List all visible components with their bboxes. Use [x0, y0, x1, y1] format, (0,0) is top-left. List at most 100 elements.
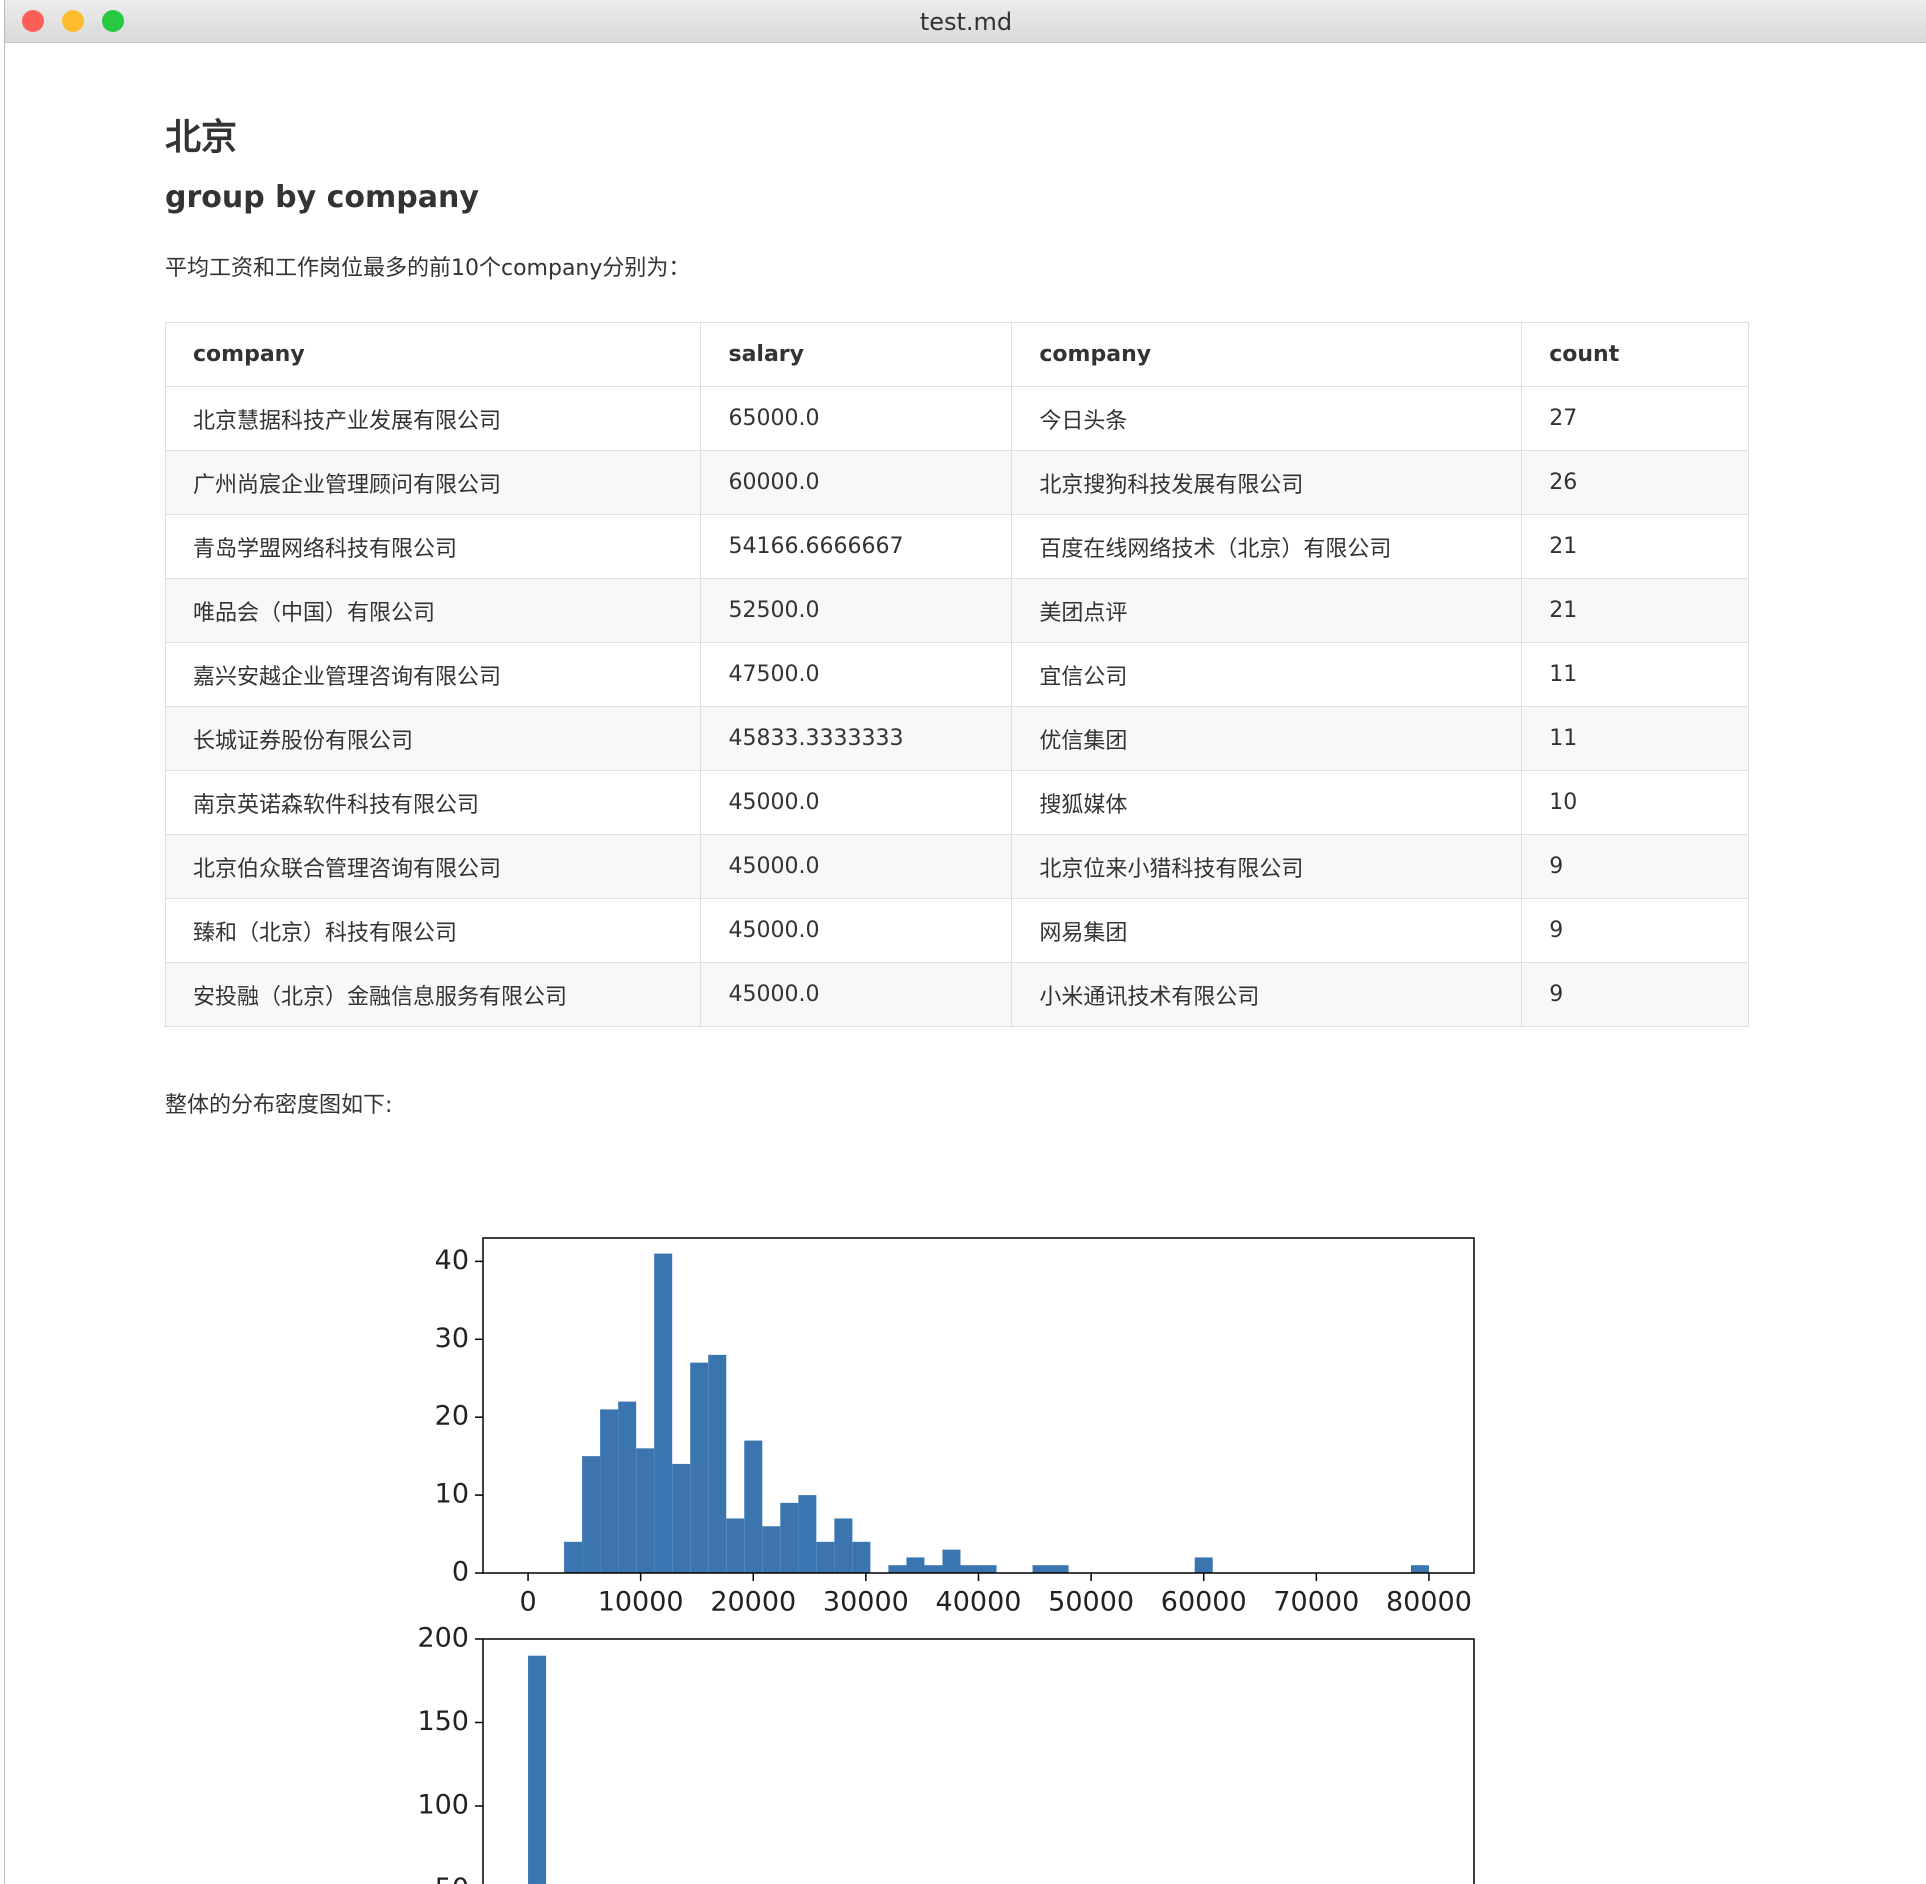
y-tick-label: 20 — [435, 1401, 469, 1432]
table-cell: 45000.0 — [700, 962, 1013, 1027]
table-cell: 青岛学盟网络科技有限公司 — [164, 514, 702, 579]
table-cell: 9 — [1521, 834, 1749, 899]
histogram-bar — [906, 1557, 925, 1573]
histogram-bar — [762, 1526, 781, 1573]
table-cell: 9 — [1521, 898, 1749, 963]
histogram-bar — [1410, 1565, 1429, 1573]
axes-frame — [482, 1638, 1475, 1884]
table-cell: 21 — [1521, 578, 1749, 643]
subheading: group by company — [165, 180, 479, 215]
table-cell: 北京伯众联合管理咨询有限公司 — [164, 834, 702, 899]
table-row: 嘉兴安越企业管理咨询有限公司 47500.0 宜信公司 11 — [164, 642, 1749, 707]
minimize-button[interactable] — [62, 10, 84, 32]
x-tick-label: 20000 — [710, 1587, 796, 1618]
histogram-bar — [636, 1448, 655, 1573]
table-cell: 北京慧据科技产业发展有限公司 — [164, 386, 702, 451]
histogram-bar — [798, 1495, 817, 1573]
column-header: company — [1011, 322, 1523, 387]
y-tick-label: 200 — [417, 1623, 469, 1654]
histogram-bar — [690, 1362, 709, 1573]
histogram-bar — [618, 1401, 637, 1573]
x-tick-label: 40000 — [936, 1587, 1022, 1618]
paragraph: 整体的分布密度图如下: — [165, 1093, 393, 1118]
table-cell: 26 — [1521, 450, 1749, 515]
histogram-bar — [1194, 1557, 1213, 1573]
table-row: 北京伯众联合管理咨询有限公司 45000.0 北京位来小猎科技有限公司 9 — [164, 834, 1749, 899]
table-cell: 长城证券股份有限公司 — [164, 706, 702, 771]
close-button[interactable] — [22, 10, 44, 32]
histogram-bar — [1050, 1565, 1069, 1573]
histogram-bar — [744, 1440, 763, 1573]
y-tick-label: 0 — [452, 1557, 469, 1588]
table-cell: 今日头条 — [1011, 386, 1523, 451]
x-tick-label: 30000 — [823, 1587, 909, 1618]
x-tick-label: 50000 — [1048, 1587, 1134, 1618]
table-cell: 10 — [1521, 770, 1749, 835]
x-tick-label: 60000 — [1161, 1587, 1247, 1618]
x-tick-label: 0 — [519, 1587, 536, 1618]
table-cell: 广州尚宸企业管理顾问有限公司 — [164, 450, 702, 515]
window-title: test.md — [919, 8, 1013, 36]
y-tick-label: 10 — [435, 1479, 469, 1510]
histogram-bar — [708, 1354, 727, 1573]
table-cell: 11 — [1521, 642, 1749, 707]
histogram-bar — [672, 1463, 691, 1573]
table-cell: 52500.0 — [700, 578, 1013, 643]
histogram-bar — [1032, 1565, 1051, 1573]
y-tick-label: 150 — [417, 1706, 469, 1737]
histogram-bar — [816, 1541, 835, 1573]
table-row: 南京英诺森软件科技有限公司 45000.0 搜狐媒体 10 — [164, 770, 1749, 835]
table-cell: 45000.0 — [700, 770, 1013, 835]
histogram-bar — [942, 1549, 961, 1573]
table-cell: 小米通讯技术有限公司 — [1011, 962, 1523, 1027]
histogram-bar — [582, 1456, 601, 1573]
table-cell: 北京搜狗科技发展有限公司 — [1011, 450, 1523, 515]
table-cell: 45833.3333333 — [700, 706, 1013, 771]
y-tick-label: 30 — [435, 1323, 469, 1354]
column-header: salary — [700, 322, 1013, 387]
title-bar: test.md — [5, 0, 1926, 43]
table-cell: 安投融（北京）金融信息服务有限公司 — [164, 962, 702, 1027]
table-cell: 臻和（北京）科技有限公司 — [164, 898, 702, 963]
x-tick-label: 80000 — [1386, 1587, 1472, 1618]
histogram-bar — [528, 1655, 547, 1884]
y-tick-label: 40 — [435, 1245, 469, 1276]
table-cell: 百度在线网络技术（北京）有限公司 — [1011, 514, 1523, 579]
y-tick-label: 50 — [435, 1873, 469, 1884]
table-cell: 嘉兴安越企业管理咨询有限公司 — [164, 642, 702, 707]
heading: 北京 — [165, 117, 238, 158]
histogram-bar — [780, 1502, 799, 1573]
histogram-bar — [726, 1518, 745, 1573]
histogram-bar — [600, 1409, 619, 1573]
table-row: 臻和（北京）科技有限公司 45000.0 网易集团 9 — [164, 898, 1749, 963]
table-cell: 优信集团 — [1011, 706, 1523, 771]
table-row: 青岛学盟网络科技有限公司 54166.6666667 百度在线网络技术（北京）有限公… — [164, 514, 1749, 579]
histogram-bar — [978, 1565, 997, 1573]
table: company salary company count 北京慧据科技产业发展有限公司 6… — [164, 322, 1749, 1027]
table-cell: 宜信公司 — [1011, 642, 1523, 707]
table-cell: 9 — [1521, 962, 1749, 1027]
table-cell: 54166.6666667 — [700, 514, 1013, 579]
table-cell: 唯品会（中国）有限公司 — [164, 578, 702, 643]
table-row: 安投融（北京）金融信息服务有限公司 45000.0 小米通讯技术有限公司 9 — [164, 962, 1749, 1027]
table-cell: 45000.0 — [700, 834, 1013, 899]
table-cell: 60000.0 — [700, 450, 1013, 515]
histogram-bar — [960, 1565, 979, 1573]
table-row: 长城证券股份有限公司 45833.3333333 优信集团 11 — [164, 706, 1749, 771]
table-cell: 搜狐媒体 — [1011, 770, 1523, 835]
table-cell: 21 — [1521, 514, 1749, 579]
column-header: count — [1521, 322, 1749, 387]
histogram-bar — [834, 1518, 853, 1573]
x-tick-label: 70000 — [1273, 1587, 1359, 1618]
histogram-bar — [654, 1253, 673, 1573]
histogram-bar — [564, 1541, 583, 1573]
table-cell: 11 — [1521, 706, 1749, 771]
table-row: 广州尚宸企业管理顾问有限公司 60000.0 北京搜狗科技发展有限公司 26 — [164, 450, 1749, 515]
histogram-bar — [852, 1541, 871, 1573]
zoom-button[interactable] — [102, 10, 124, 32]
window: test.md 北京 group by company 平均工资和工作岗位最多的… — [4, 0, 1926, 1884]
table-cell: 27 — [1521, 386, 1749, 451]
table-cell: 南京英诺森软件科技有限公司 — [164, 770, 702, 835]
